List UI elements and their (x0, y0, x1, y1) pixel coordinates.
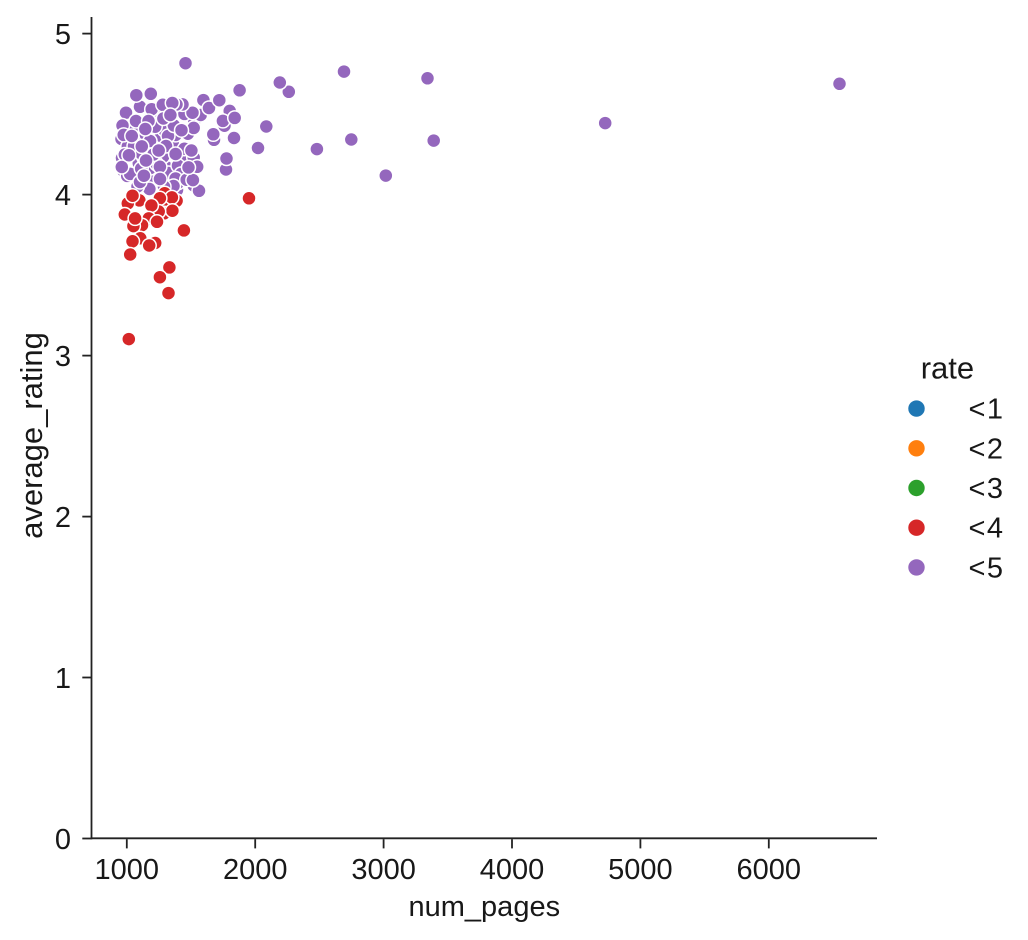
svg-text:3: 3 (55, 341, 71, 373)
svg-text:6000: 6000 (737, 854, 802, 886)
svg-text:<1: <1 (969, 394, 1005, 426)
svg-text:3000: 3000 (351, 854, 416, 886)
svg-text:<3: <3 (969, 473, 1005, 505)
svg-text:0: 0 (55, 824, 71, 856)
svg-text:5000: 5000 (608, 854, 673, 886)
svg-text:1000: 1000 (95, 854, 160, 886)
svg-text:<5: <5 (969, 552, 1005, 584)
svg-text:2: 2 (55, 502, 71, 534)
svg-text:1: 1 (55, 663, 71, 695)
svg-text:4: 4 (55, 180, 71, 212)
svg-text:2000: 2000 (223, 854, 288, 886)
svg-text:4000: 4000 (480, 854, 545, 886)
svg-text:rate: rate (921, 351, 974, 386)
svg-text:num_pages: num_pages (409, 891, 561, 923)
svg-text:average_rating: average_rating (14, 332, 49, 539)
svg-text:5: 5 (55, 19, 71, 51)
svg-text:<4: <4 (969, 513, 1005, 545)
svg-text:<2: <2 (969, 433, 1005, 465)
